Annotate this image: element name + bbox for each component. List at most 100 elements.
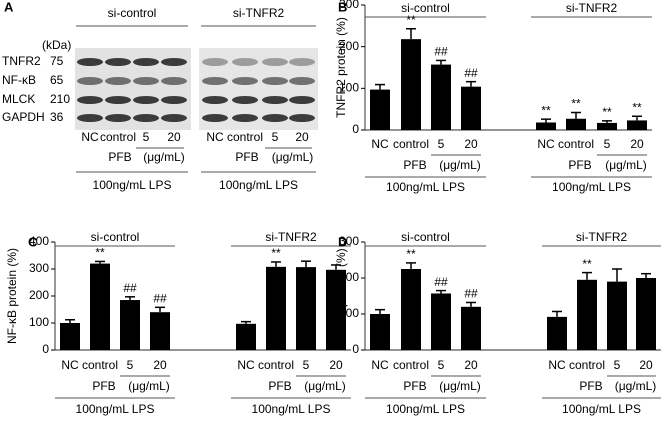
group-label: si-TNFR2 bbox=[233, 6, 285, 20]
x-tick-label: 5 bbox=[438, 358, 445, 372]
bar bbox=[150, 312, 170, 350]
panel-label: A bbox=[4, 0, 14, 14]
x-tick-label: 5 bbox=[303, 358, 310, 372]
bar bbox=[60, 323, 80, 350]
treatment-label: PFB bbox=[579, 379, 602, 393]
group-label: si-control bbox=[401, 230, 450, 244]
x-tick-label: control bbox=[393, 358, 429, 372]
significance-label: ## bbox=[434, 45, 448, 59]
band bbox=[133, 58, 159, 66]
significance-label: ## bbox=[123, 281, 137, 295]
band bbox=[133, 77, 159, 85]
x-tick-label: NC bbox=[371, 137, 389, 151]
band bbox=[289, 114, 315, 122]
bar bbox=[566, 118, 586, 130]
x-tick-label: 20 bbox=[639, 358, 653, 372]
treatment-label: PFB bbox=[403, 158, 426, 172]
protein-label: MLCK bbox=[2, 92, 35, 106]
unit-label: (μg/mL) bbox=[143, 150, 185, 164]
y-axis-label: TNFR2 protein (%) bbox=[334, 17, 348, 118]
bar bbox=[266, 266, 286, 350]
bar bbox=[326, 269, 346, 350]
band bbox=[232, 96, 258, 104]
y-tick-label: 200 bbox=[339, 39, 359, 53]
y-axis-label: MLCK protein (%) bbox=[334, 248, 348, 343]
protein-label: GAPDH bbox=[2, 110, 45, 124]
x-tick-label: 20 bbox=[153, 358, 167, 372]
x-tick-label: 20 bbox=[630, 137, 644, 151]
significance-label: ** bbox=[571, 97, 581, 111]
band bbox=[202, 96, 228, 104]
lane-label: 5 bbox=[272, 130, 279, 144]
bar bbox=[401, 39, 421, 130]
band bbox=[262, 114, 288, 122]
band bbox=[77, 114, 103, 122]
x-tick-label: NC bbox=[371, 358, 389, 372]
band bbox=[202, 77, 228, 85]
band bbox=[161, 96, 187, 104]
bar bbox=[370, 314, 390, 350]
y-tick-label: 100 bbox=[339, 306, 359, 320]
condition-label: 100ng/mL LPS bbox=[562, 402, 641, 416]
band bbox=[232, 58, 258, 66]
x-tick-label: control bbox=[558, 137, 594, 151]
significance-label: ## bbox=[464, 287, 478, 301]
band bbox=[262, 77, 288, 85]
y-axis-label: NF-κB protein (%) bbox=[5, 248, 19, 344]
band bbox=[202, 58, 228, 66]
x-tick-label: 20 bbox=[329, 358, 343, 372]
condition-label: 100ng/mL LPS bbox=[252, 402, 331, 416]
band bbox=[289, 58, 315, 66]
condition-label: 100ng/mL LPS bbox=[93, 178, 172, 192]
band bbox=[105, 58, 131, 66]
unit-label: (kDa) bbox=[42, 38, 71, 52]
unit-label: (μg/mL) bbox=[439, 158, 481, 172]
band bbox=[77, 96, 103, 104]
group-label: si-TNFR2 bbox=[265, 230, 317, 244]
bar bbox=[120, 300, 140, 350]
lane-label: NC bbox=[81, 130, 99, 144]
band bbox=[202, 114, 228, 122]
significance-label: ## bbox=[464, 66, 478, 80]
bar bbox=[296, 267, 316, 350]
lane-label: control bbox=[227, 130, 263, 144]
band bbox=[262, 58, 288, 66]
condition-label: 100ng/mL LPS bbox=[386, 402, 465, 416]
band bbox=[105, 96, 131, 104]
unit-label: (μg/mL) bbox=[272, 150, 314, 164]
x-tick-label: NC bbox=[548, 358, 566, 372]
y-tick-label: 100 bbox=[339, 81, 359, 95]
group-label: si-TNFR2 bbox=[576, 230, 628, 244]
bar bbox=[431, 293, 451, 350]
band bbox=[77, 58, 103, 66]
x-tick-label: control bbox=[569, 358, 605, 372]
bar bbox=[577, 279, 597, 350]
kda-label: 75 bbox=[50, 54, 64, 68]
significance-label: ** bbox=[406, 13, 416, 27]
bar bbox=[607, 281, 627, 350]
group-label: si-TNFR2 bbox=[566, 1, 618, 15]
y-tick-label: 0 bbox=[352, 122, 359, 136]
x-tick-label: control bbox=[393, 137, 429, 151]
protein-label: NF-κB bbox=[2, 73, 36, 87]
x-tick-label: 5 bbox=[604, 137, 611, 151]
significance-label: ** bbox=[541, 103, 551, 117]
y-tick-label: 100 bbox=[29, 315, 49, 329]
bar bbox=[636, 278, 656, 350]
protein-label: TNFR2 bbox=[2, 54, 41, 68]
y-tick-label: 300 bbox=[29, 261, 49, 275]
lane-label: control bbox=[100, 130, 136, 144]
lane-label: 5 bbox=[143, 130, 150, 144]
band bbox=[105, 77, 131, 85]
significance-label: ** bbox=[602, 105, 612, 119]
condition-label: 100ng/mL LPS bbox=[386, 180, 465, 194]
bar bbox=[627, 120, 647, 130]
group-label: si-control bbox=[401, 1, 450, 15]
y-tick-label: 300 bbox=[339, 234, 359, 248]
bar bbox=[547, 316, 567, 350]
group-label: si-control bbox=[108, 6, 157, 20]
significance-label: ** bbox=[271, 246, 281, 260]
unit-label: (μg/mL) bbox=[304, 379, 346, 393]
